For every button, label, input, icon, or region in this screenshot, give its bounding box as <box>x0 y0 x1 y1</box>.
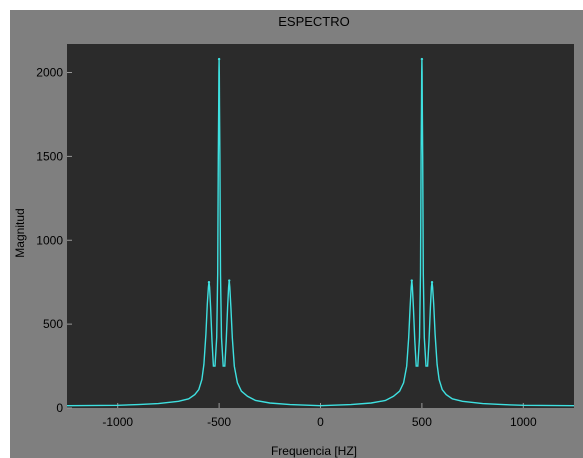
y-tick-label: 0 <box>56 401 63 415</box>
x-axis-title: Frequencia [HZ] <box>271 444 357 458</box>
x-axis: -1000 -500 0 500 1000 <box>102 403 537 429</box>
y-tick-label: 1000 <box>36 233 63 247</box>
y-tick-label: 1500 <box>36 149 63 163</box>
peak-markers <box>207 57 434 284</box>
peak-point <box>410 279 413 282</box>
x-tick-label: -1000 <box>102 415 133 429</box>
y-tick-label: 2000 <box>36 66 63 80</box>
x-tick-label: 500 <box>412 415 432 429</box>
y-axis: 0 500 1000 1500 2000 <box>36 66 72 415</box>
x-tick-label: 0 <box>317 415 324 429</box>
plot-area <box>67 44 574 408</box>
y-tick-label: 500 <box>43 317 63 331</box>
peak-point <box>228 279 231 282</box>
peak-point <box>207 280 211 284</box>
x-tick-label: 1000 <box>510 415 537 429</box>
peak-point <box>430 280 434 284</box>
y-axis-title: Magnitud <box>13 208 27 257</box>
series-line <box>66 59 575 407</box>
x-tick-label: -500 <box>207 415 231 429</box>
peak-point <box>420 57 424 61</box>
peak-point <box>217 57 221 61</box>
chart-title: ESPECTRO <box>278 14 350 29</box>
